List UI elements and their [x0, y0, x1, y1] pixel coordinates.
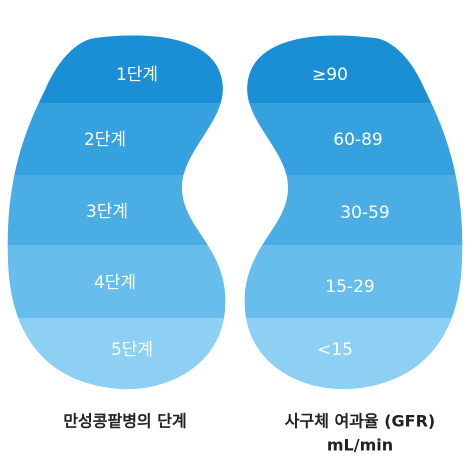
stage-band — [7, 245, 226, 318]
gfr-label: 60-89 — [333, 130, 382, 150]
stage-label: 3단계 — [86, 202, 128, 222]
right-caption: 사구체 여과율 (GFR) — [285, 412, 435, 431]
gfr-label: ≥90 — [312, 65, 348, 85]
gfr-band — [244, 35, 463, 103]
stage-label: 4단계 — [94, 273, 136, 293]
gfr-label: 15-29 — [325, 277, 374, 297]
labels: 1단계 ≥90 2단계 60-89 3단계 30-59 4단계 15-29 5단계 <15 — [84, 65, 390, 360]
stage-label: 2단계 — [84, 130, 126, 150]
gfr-label: 30-59 — [340, 203, 389, 223]
left-caption: 만성콩팥병의 단계 — [63, 412, 186, 431]
stage-label: 5단계 — [111, 340, 153, 360]
stage-label: 1단계 — [116, 65, 158, 85]
right-caption-unit: mL/min — [327, 436, 393, 455]
gfr-label: <15 — [317, 340, 353, 360]
gfr-band — [244, 245, 463, 318]
